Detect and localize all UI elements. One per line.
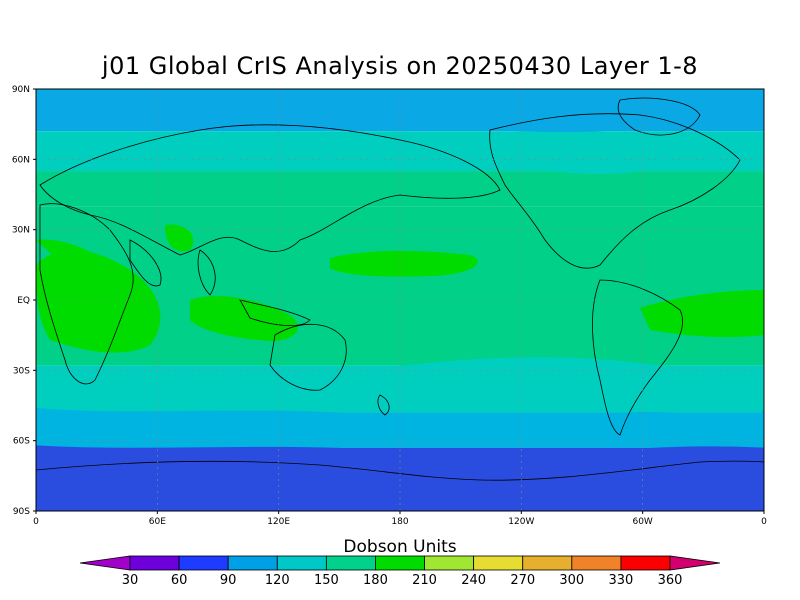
colorbar-max-arrow	[669, 555, 721, 571]
colorbar-tick-label: 60	[171, 573, 188, 588]
coastline	[39, 124, 501, 256]
longitude-label: 180	[391, 517, 408, 527]
map-gridlines	[36, 89, 764, 511]
longitude-label: 60W	[632, 517, 652, 527]
colorbar-swatch	[620, 555, 671, 571]
longitude-label: 120E	[267, 517, 290, 527]
coastline	[239, 299, 311, 326]
colorbar-swatch	[571, 555, 622, 571]
coastline	[129, 239, 162, 287]
colorbar-tick-label: 30	[122, 573, 139, 588]
longitude-label: 0	[33, 517, 39, 527]
ozone-contour	[36, 89, 764, 133]
colorbar-tick-label: 120	[265, 573, 290, 588]
coastlines	[36, 97, 764, 511]
ozone-maximum	[640, 290, 764, 338]
latitude-label: 30N	[12, 226, 30, 236]
colorbar-tick-label: 90	[220, 573, 237, 588]
ozone-band	[36, 171, 764, 207]
coastline	[39, 203, 134, 385]
colorbar-title: Dobson Units	[343, 537, 457, 557]
latitude-label: 90S	[13, 507, 30, 517]
colorbar-swatch	[375, 555, 425, 571]
colorbar-swatch	[227, 555, 278, 571]
colorbar-swatch	[325, 555, 376, 571]
colorbar-tick-label: 180	[363, 573, 388, 588]
colorbar: 30 60 90 120 150 180 210 240 270 300 330 360	[79, 555, 721, 588]
coastline	[377, 394, 390, 416]
ozone-maximum	[165, 224, 194, 252]
longitude-label: 60E	[149, 517, 166, 527]
longitude-labels: 0 60E 120E 180 120W 60W 0	[33, 511, 767, 527]
colorbar-tick-label: 210	[412, 573, 437, 588]
coastline	[617, 97, 701, 136]
latitude-label: 60N	[12, 155, 30, 165]
ozone-contour	[36, 407, 764, 448]
latitude-label: 30S	[13, 366, 30, 376]
colorbar-tick-label: 300	[559, 573, 584, 588]
latitude-labels: 90N 60N 30N EQ 30S 60S 90S	[12, 85, 36, 517]
latitude-label: 90N	[12, 85, 30, 95]
colorbar-min-arrow	[79, 555, 131, 571]
colorbar-tick-label: 330	[608, 573, 633, 588]
ozone-contour	[36, 445, 764, 511]
coastline	[489, 113, 741, 269]
colorbar-swatch	[178, 555, 229, 571]
latitude-label: EQ	[17, 296, 30, 306]
map-title: j01 Global CrIS Analysis on 20250430 Lay…	[101, 52, 699, 80]
coastline	[36, 460, 764, 511]
colorbar-swatch	[129, 555, 180, 571]
longitude-label: 0	[761, 517, 767, 527]
latitude-label: 60S	[13, 437, 30, 447]
colorbar-tick-label: 360	[658, 573, 683, 588]
colorbar-swatch	[276, 555, 327, 571]
colorbar-swatch	[424, 555, 475, 571]
map-plot-area	[36, 89, 764, 511]
coastline	[269, 323, 347, 391]
ozone-contour	[36, 140, 764, 174]
colorbar-tick-label: 150	[314, 573, 339, 588]
coastline	[592, 279, 684, 436]
colorbar-tick-label: 240	[461, 573, 486, 588]
colorbar-swatch	[473, 555, 524, 571]
ozone-maximum	[36, 250, 161, 353]
ozone-maximum	[330, 250, 478, 277]
coastline	[197, 249, 216, 296]
colorbar-tick-label: 270	[510, 573, 535, 588]
colorbar-swatch	[522, 555, 573, 571]
ozone-maximum	[36, 239, 95, 262]
longitude-label: 120W	[508, 517, 534, 527]
